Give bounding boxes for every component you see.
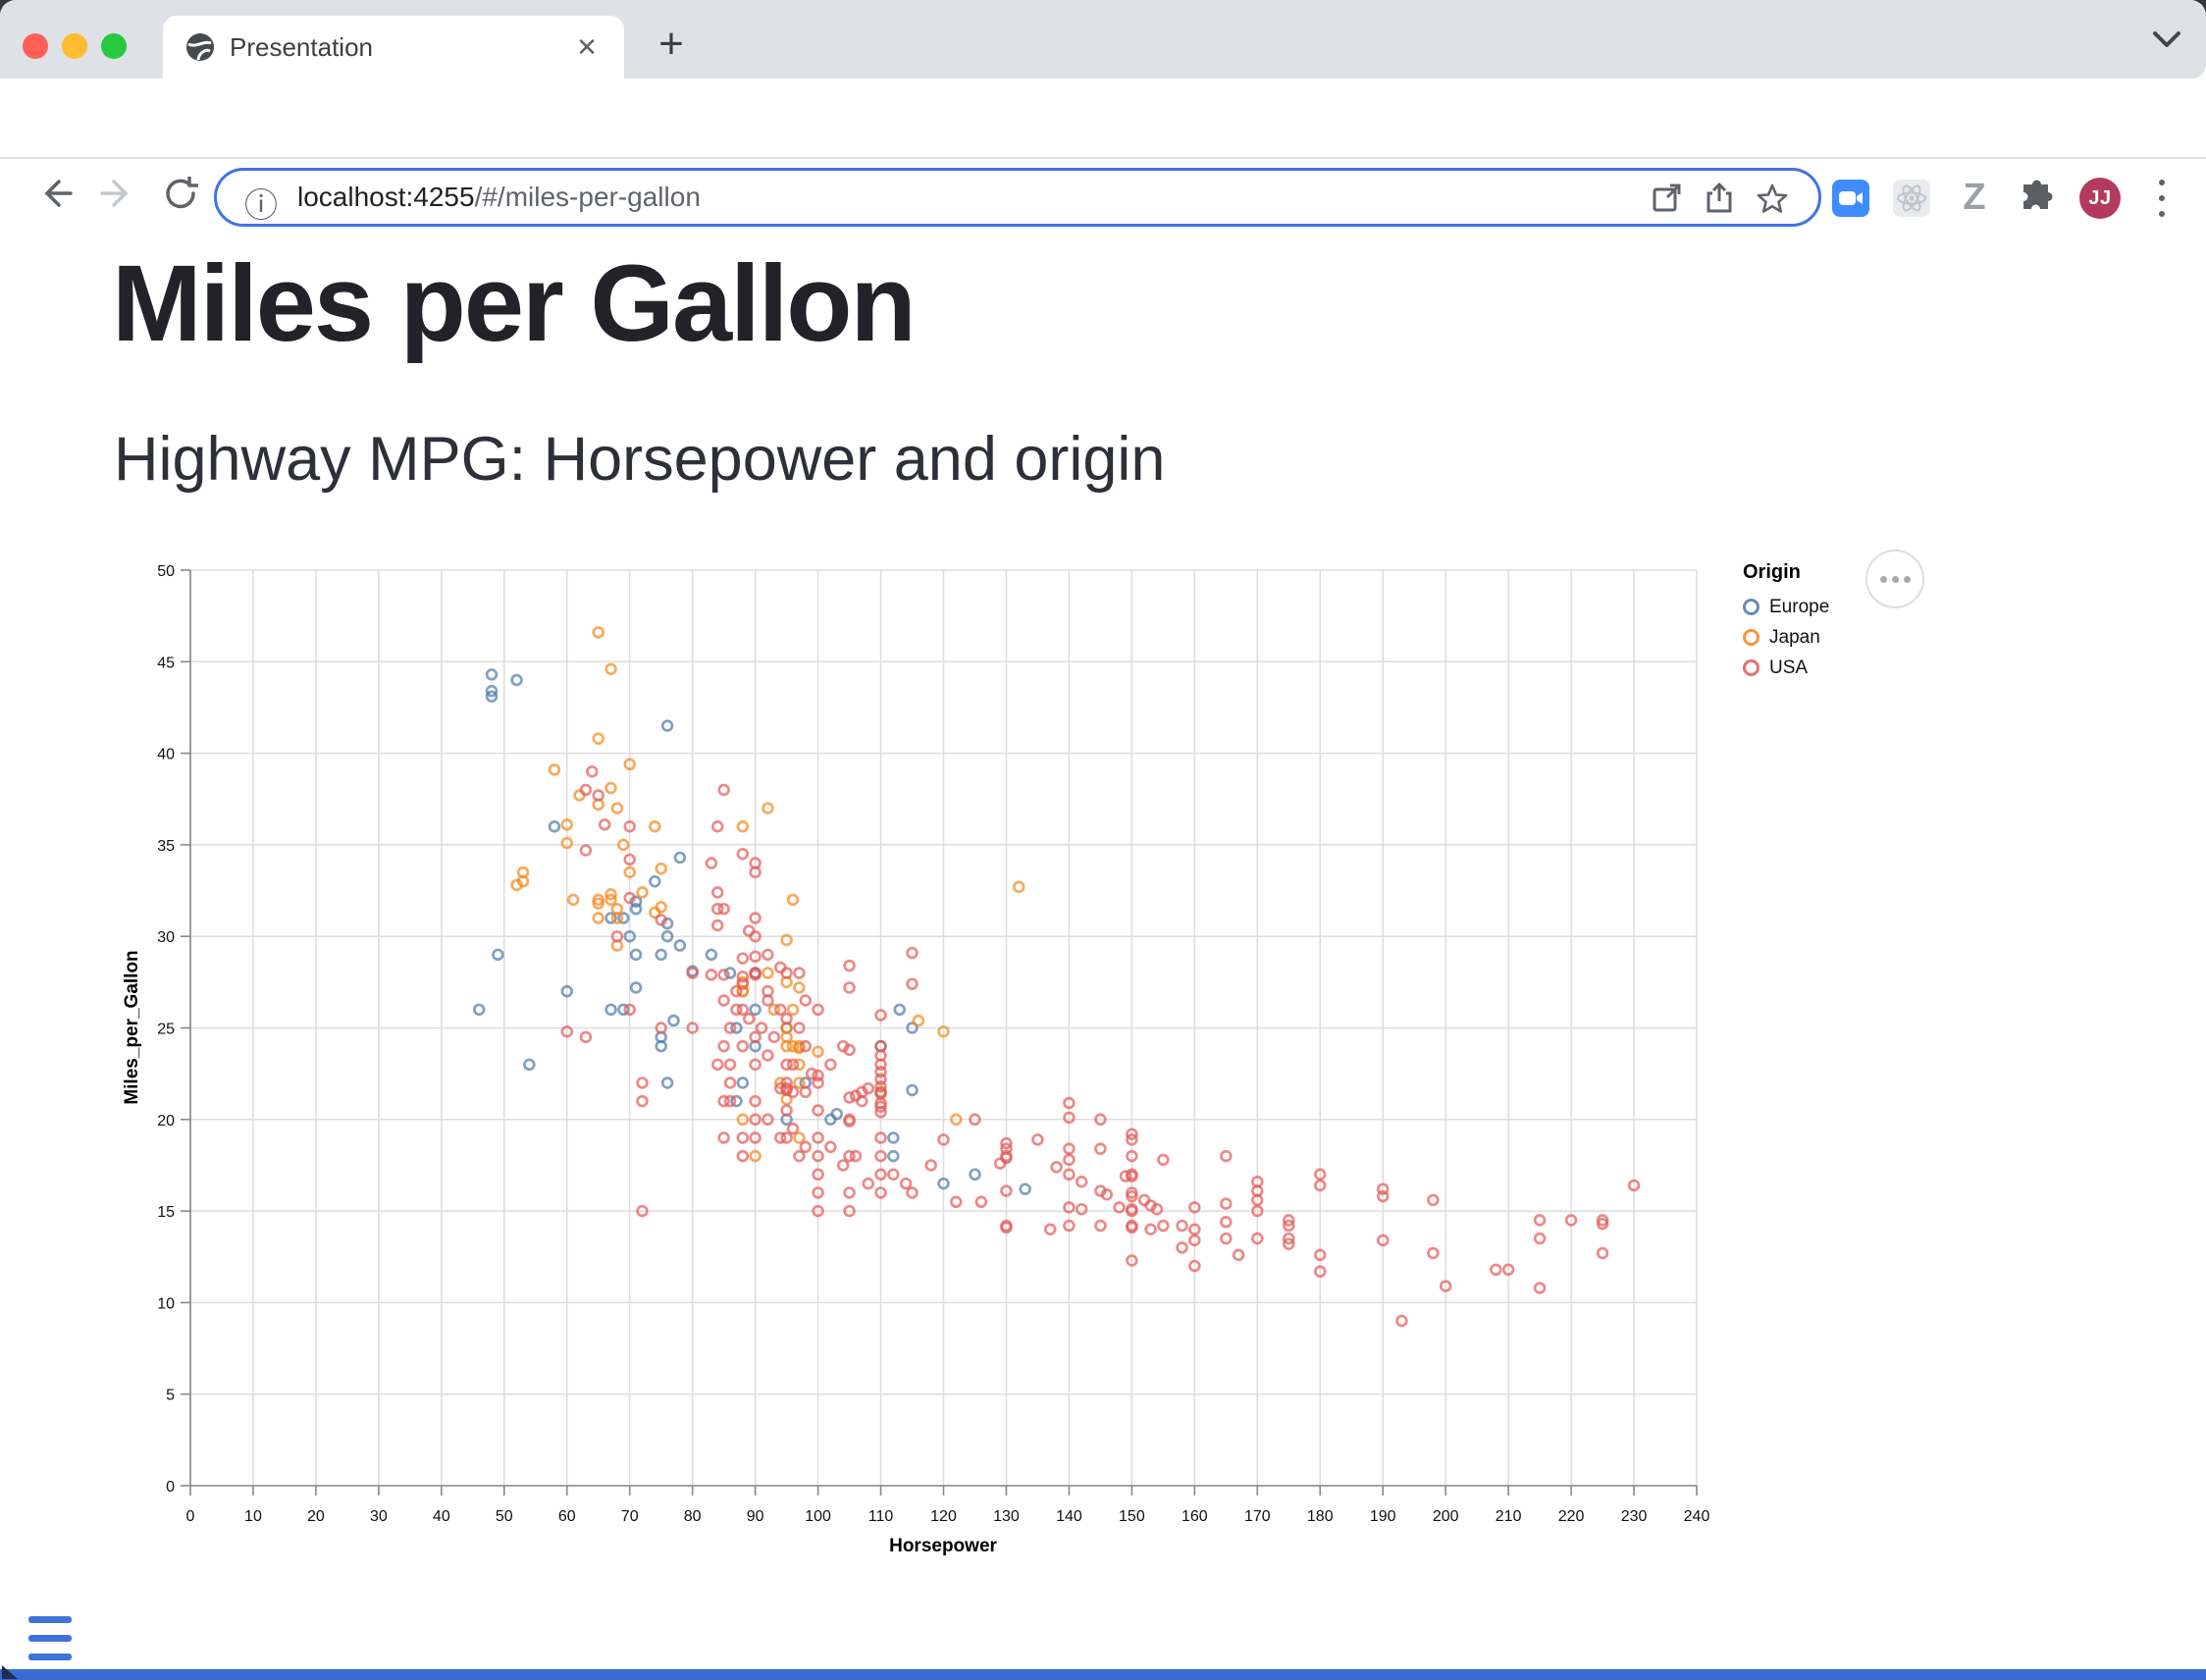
svg-text:60: 60 (558, 1508, 576, 1525)
svg-text:0: 0 (166, 1479, 175, 1496)
svg-text:220: 220 (1558, 1508, 1585, 1525)
react-extension-icon[interactable] (1893, 180, 1930, 217)
svg-text:25: 25 (157, 1022, 175, 1038)
mouse-cursor (2, 1665, 18, 1679)
svg-text:200: 200 (1433, 1508, 1459, 1525)
back-icon[interactable] (35, 174, 75, 213)
europe-symbol-icon (1743, 599, 1760, 615)
svg-text:5: 5 (166, 1388, 175, 1404)
svg-text:40: 40 (433, 1508, 450, 1525)
svg-text:20: 20 (307, 1508, 325, 1525)
globe-favicon-icon (186, 33, 214, 61)
tab-close-icon[interactable]: ✕ (576, 32, 598, 62)
svg-text:15: 15 (157, 1204, 175, 1221)
page-title: Miles per Gallon (112, 243, 917, 364)
forward-icon[interactable] (98, 174, 137, 213)
x-axis-title: Horsepower (889, 1536, 997, 1556)
zoom-extension-icon[interactable] (1832, 180, 1869, 217)
url-host: localhost:4255 (297, 182, 475, 212)
presentation-progress-bar[interactable] (0, 1669, 2206, 1680)
share-icon[interactable] (1703, 182, 1736, 215)
svg-text:50: 50 (157, 563, 175, 580)
svg-text:170: 170 (1244, 1508, 1271, 1525)
zotero-extension-icon[interactable]: Z (1963, 177, 1986, 218)
legend-item-europe[interactable]: Europe (1743, 592, 1829, 622)
browser-menu-icon[interactable] (2152, 176, 2172, 221)
svg-text:70: 70 (621, 1508, 639, 1525)
svg-text:30: 30 (370, 1508, 388, 1525)
svg-text:10: 10 (244, 1508, 262, 1525)
tab-strip: Presentation ✕ + (0, 0, 2206, 79)
tab-presentation[interactable]: Presentation ✕ (163, 16, 624, 79)
svg-text:40: 40 (157, 747, 175, 763)
url-path: /#/miles-per-gallon (474, 182, 701, 212)
svg-text:160: 160 (1182, 1508, 1208, 1525)
japan-symbol-icon (1743, 629, 1760, 646)
svg-text:30: 30 (157, 929, 175, 946)
svg-text:80: 80 (684, 1508, 702, 1525)
address-bar[interactable]: ⓘ localhost:4255/#/miles-per-gallon (214, 168, 1821, 227)
series-japan (510, 626, 1025, 1163)
vega-actions-button[interactable] (1865, 550, 1924, 608)
svg-text:240: 240 (1684, 1508, 1710, 1525)
extensions-puzzle-icon[interactable] (2018, 180, 2055, 217)
series-europe (472, 668, 1031, 1195)
svg-text:90: 90 (747, 1508, 764, 1525)
svg-text:35: 35 (157, 838, 175, 855)
profile-avatar[interactable]: JJ (2079, 178, 2121, 219)
svg-text:10: 10 (157, 1295, 175, 1312)
chevron-down-icon[interactable] (2149, 27, 2184, 53)
chart-legend: Origin Europe Japan USA (1743, 561, 1829, 683)
svg-text:100: 100 (805, 1508, 831, 1525)
svg-text:50: 50 (496, 1508, 513, 1525)
svg-text:130: 130 (993, 1508, 1020, 1525)
y-axis-title: Miles_per_Gallon (122, 950, 142, 1104)
site-info-icon[interactable]: ⓘ (244, 187, 278, 225)
minimize-window-button[interactable] (62, 33, 87, 59)
fullscreen-window-button[interactable] (101, 33, 127, 59)
reload-icon[interactable] (161, 174, 200, 213)
close-window-button[interactable] (23, 33, 48, 59)
tab-title: Presentation (230, 32, 373, 62)
svg-text:110: 110 (868, 1508, 894, 1525)
svg-text:190: 190 (1370, 1508, 1396, 1525)
svg-text:150: 150 (1119, 1508, 1145, 1525)
svg-text:0: 0 (186, 1508, 195, 1525)
series-usa (560, 765, 1641, 1328)
slide-menu-icon[interactable] (28, 1616, 72, 1672)
svg-text:45: 45 (157, 655, 175, 671)
browser-toolbar: ⓘ localhost:4255/#/miles-per-gallon (0, 79, 2206, 227)
bookmark-star-icon[interactable] (1756, 182, 1789, 215)
legend-title: Origin (1743, 561, 1801, 583)
svg-text:210: 210 (1496, 1508, 1522, 1525)
page-subtitle: Highway MPG: Horsepower and origin (114, 425, 1166, 494)
svg-text:20: 20 (157, 1113, 175, 1129)
usa-symbol-icon (1743, 659, 1760, 676)
url-text: localhost:4255/#/miles-per-gallon (297, 182, 701, 213)
svg-text:180: 180 (1307, 1508, 1334, 1525)
legend-item-usa[interactable]: USA (1743, 653, 1829, 683)
svg-text:230: 230 (1621, 1508, 1648, 1525)
svg-text:120: 120 (930, 1508, 957, 1525)
legend-item-japan[interactable]: Japan (1743, 622, 1829, 653)
open-in-new-icon[interactable] (1650, 182, 1683, 215)
new-tab-button[interactable]: + (658, 20, 684, 68)
svg-text:140: 140 (1056, 1508, 1082, 1525)
